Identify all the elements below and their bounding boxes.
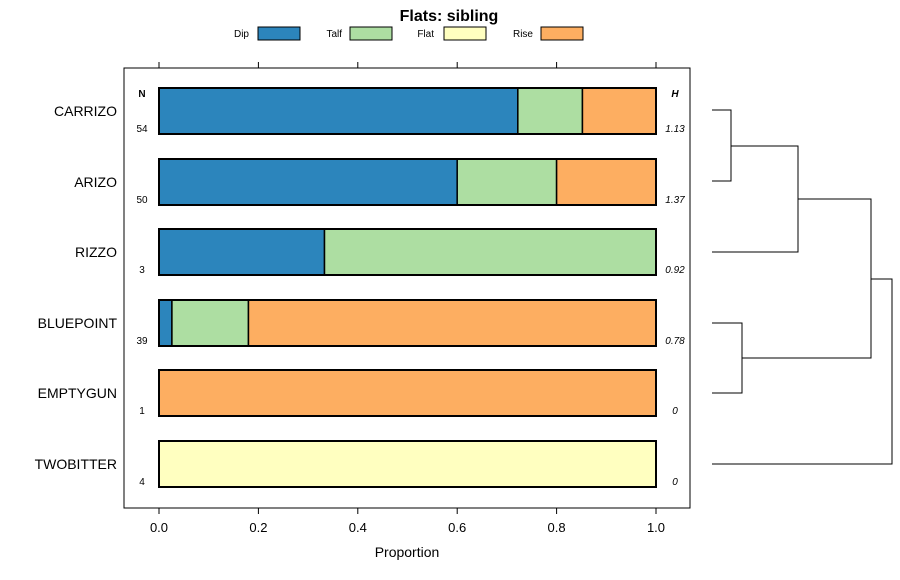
n-value: 4: [139, 477, 145, 488]
dendrogram-branch: [712, 322, 743, 394]
x-tick-label: 0.0: [150, 520, 168, 535]
bar-segment-dip: [158, 299, 173, 347]
dendrogram-branch: [712, 109, 732, 182]
legend-swatch-flat: [443, 26, 487, 41]
x-tick-label: 1.0: [647, 520, 665, 535]
legend: Dip Talf Flat Rise: [234, 26, 584, 41]
x-axis-label: Proportion: [375, 544, 440, 560]
legend-label-flat: Flat: [417, 29, 434, 40]
n-value: 54: [136, 124, 148, 135]
h-value: 1.13: [665, 124, 685, 135]
h-value: 1.37: [665, 195, 685, 206]
x-tick-label: 0.6: [448, 520, 466, 535]
h-value: 0: [672, 406, 678, 417]
category-label: CARRIZO: [54, 103, 117, 119]
bar-segment-talf: [171, 299, 250, 347]
bar-outline: [158, 299, 657, 347]
legend-swatch-dip: [257, 26, 301, 41]
dendrogram-branch: [712, 278, 893, 465]
n-value: 39: [136, 336, 148, 347]
bar-segment-rise: [581, 87, 657, 135]
n-value: 1: [139, 406, 145, 417]
bar-outline: [158, 87, 657, 135]
h-value: 0.78: [665, 336, 685, 347]
x-tick-label: 0.8: [548, 520, 566, 535]
h-value: 0.92: [665, 265, 685, 276]
h-value: 0: [672, 477, 678, 488]
bar-segment-dip: [158, 87, 519, 135]
x-tick-label: 0.2: [249, 520, 267, 535]
bar-segment-dip: [158, 228, 326, 276]
bar-segment-talf: [323, 228, 657, 276]
bar-segment-talf: [456, 158, 558, 206]
x-axis: 0.0 0.2 0.4 0.6 0.8 1.0: [150, 62, 665, 535]
plot-panel: [123, 67, 691, 509]
bar-outline: [158, 440, 657, 488]
n-value: 3: [139, 265, 145, 276]
legend-label-talf: Talf: [326, 29, 342, 40]
bar-outline: [158, 369, 657, 417]
x-tick-label: 0.4: [349, 520, 367, 535]
bar-outline: [158, 228, 657, 276]
bar-segment-dip: [158, 158, 458, 206]
legend-label-dip: Dip: [234, 29, 249, 40]
h-values: 1.13 1.37 0.92 0.78 0 0: [665, 124, 685, 488]
bar-segment-talf: [517, 87, 584, 135]
n-column-header: N: [138, 89, 145, 100]
category-label: BLUEPOINT: [38, 315, 118, 331]
bar-segment-rise: [555, 158, 657, 206]
category-label: EMPTYGUN: [38, 385, 117, 401]
bar-segment-rise: [247, 299, 657, 347]
dendrogram-branch: [742, 198, 872, 359]
h-column-header: H: [671, 89, 679, 100]
dendrogram: [712, 109, 893, 465]
category-label: TWOBITTER: [35, 456, 117, 472]
n-values: 54 50 3 39 1 4: [136, 124, 148, 488]
n-value: 50: [136, 195, 148, 206]
bars: [158, 87, 657, 488]
bar-segment-rise: [158, 369, 657, 417]
dendrogram-branch: [712, 145, 799, 253]
legend-label-rise: Rise: [513, 29, 533, 40]
bar-outline: [158, 158, 657, 206]
category-label: RIZZO: [75, 244, 117, 260]
category-label: ARIZO: [74, 174, 117, 190]
legend-swatch-rise: [540, 26, 584, 41]
category-labels: CARRIZO ARIZO RIZZO BLUEPOINT EMPTYGUN TWOBIT…: [35, 103, 118, 472]
bar-segment-flat: [158, 440, 657, 488]
legend-swatch-talf: [349, 26, 393, 41]
chart-title: Flats: sibling: [400, 8, 499, 25]
